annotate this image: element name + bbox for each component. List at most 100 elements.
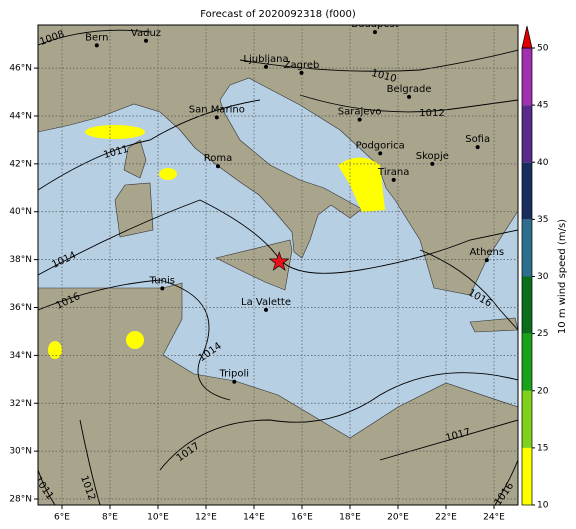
city-label: Tunis [149, 275, 175, 286]
wind-patch [48, 341, 62, 359]
colorbar-tick-label: 15 [537, 443, 548, 453]
isobar [38, 29, 151, 46]
colorbar-tick-label: 25 [537, 329, 548, 339]
wind-patch [85, 125, 145, 139]
axes: 6°E 8°E 10°E 12°E 14°E 16°E 18°E 20°E 22°E 24°E 28… [9, 64, 505, 523]
x-tick-label: 6°E [54, 513, 70, 523]
colorbar-tick-label: 40 [537, 158, 549, 168]
sardinia [114, 182, 154, 238]
city-dot [264, 307, 268, 312]
wind-patches [48, 125, 385, 359]
isobar [79, 419, 101, 505]
colorbar-tick-label: 45 [537, 101, 548, 111]
x-tick-label: 10°E [147, 513, 169, 523]
corsica [123, 139, 147, 179]
colorbar-segment [522, 447, 532, 505]
isobar [38, 99, 261, 191]
colorbar-segment [522, 390, 532, 448]
colorbar-segment [522, 333, 532, 391]
city-dot [475, 145, 480, 150]
city-dot [430, 161, 435, 166]
colorbar-segment [522, 276, 532, 334]
city-label: Ljubljana [243, 54, 288, 65]
y-tick-label: 38°N [9, 255, 32, 265]
x-tick-label: 12°E [195, 513, 217, 523]
x-tick-label: 24°E [483, 513, 505, 523]
grid [38, 25, 518, 505]
map-title: Forecast of 2020092318 (f000) [200, 9, 356, 20]
x-tick-label: 22°E [435, 513, 457, 523]
y-tick-label: 40°N [9, 207, 32, 217]
city-label: Belgrade [387, 84, 432, 95]
colorbar-extend [521, 25, 533, 49]
colorbar-segment [522, 219, 532, 277]
city-dot [264, 64, 268, 69]
x-tick-label: 16°E [291, 513, 313, 523]
city-dot [216, 164, 220, 169]
city-label: Sofia [465, 134, 490, 145]
isobar [299, 94, 518, 113]
wind-patch [159, 168, 177, 180]
city-dot [484, 258, 489, 263]
isobar [159, 372, 518, 471]
isobars [38, 29, 518, 505]
x-tick-label: 18°E [339, 513, 361, 523]
wind-patch [126, 331, 144, 349]
city-label: Budapest [351, 19, 398, 30]
isobar [38, 469, 56, 505]
city-dot [372, 30, 377, 35]
y-tick-label: 30°N [9, 447, 32, 457]
isobar [494, 459, 518, 505]
colorbar-tick-label: 50 [537, 44, 549, 54]
city-label: Sarajevo [338, 107, 382, 118]
city-label: Vaduz [131, 28, 161, 39]
isobar [239, 49, 518, 72]
city-dot [357, 117, 362, 122]
isobar [38, 279, 231, 401]
colorbar-tick-label: 20 [537, 386, 549, 396]
colorbar-tick-label: 35 [537, 215, 548, 225]
y-tick-label: 46°N [9, 64, 32, 74]
city-dot [94, 43, 99, 48]
colorbar-tick-label: 30 [537, 272, 549, 282]
colorbar-segment [522, 105, 532, 163]
city-dot [232, 379, 237, 384]
isobar [419, 249, 518, 331]
city-label: San Marino [189, 104, 245, 115]
city-label: Skopje [416, 151, 449, 162]
city-dot [144, 38, 148, 43]
city-dot [214, 115, 219, 120]
city-dot [407, 94, 412, 99]
isobar-label: 1012 [419, 108, 444, 119]
city-label: Bern [85, 32, 108, 43]
city-dot [299, 70, 304, 75]
city-label: Roma [204, 153, 233, 164]
colorbar-segment [522, 48, 532, 106]
colorbar-tick-label: 10 [537, 501, 549, 511]
y-tick-label: 32°N [9, 399, 32, 409]
y-tick-label: 42°N [9, 159, 32, 169]
x-tick-label: 8°E [102, 513, 118, 523]
map-area: 1008101010121011101410161014101610171017… [38, 19, 518, 505]
crete [469, 317, 518, 333]
wind-patch [338, 157, 385, 212]
city-label: Zagreb [284, 60, 320, 71]
colorbar: 10 15 20 25 30 35 40 45 50 10 m wind speed (m/s) [521, 25, 568, 511]
colorbar-segment [522, 162, 532, 220]
city-dot [391, 177, 396, 182]
y-tick-label: 28°N [9, 495, 32, 505]
x-tick-label: 14°E [243, 513, 265, 523]
y-tick-label: 36°N [9, 303, 32, 313]
sicily [215, 239, 293, 291]
city-dot [378, 151, 383, 156]
map-frame [37, 24, 519, 506]
isobar [379, 419, 518, 461]
y-tick-label: 44°N [9, 111, 32, 121]
x-tick-label: 20°E [387, 513, 409, 523]
location-marker [268, 251, 290, 271]
city-label: La Valette [241, 297, 291, 308]
colorbar-label: 10 m wind speed (m/s) [557, 219, 568, 334]
city-label: Podgorica [356, 140, 405, 151]
